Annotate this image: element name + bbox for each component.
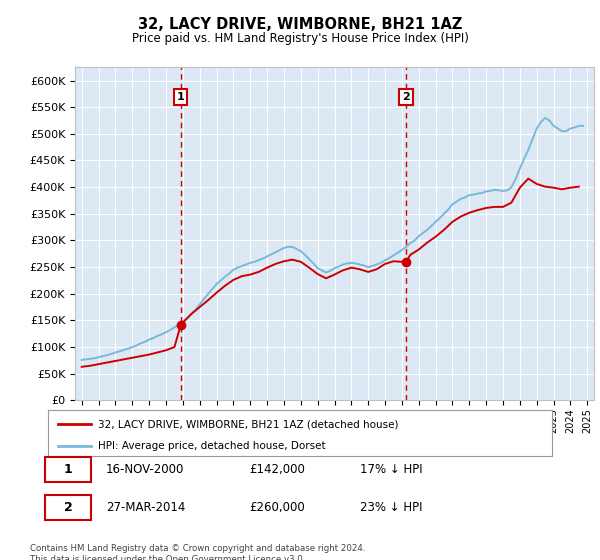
Text: Contains HM Land Registry data © Crown copyright and database right 2024.
This d: Contains HM Land Registry data © Crown c… [30, 544, 365, 560]
Text: Price paid vs. HM Land Registry's House Price Index (HPI): Price paid vs. HM Land Registry's House … [131, 32, 469, 45]
Text: 1: 1 [177, 92, 185, 102]
Text: 32, LACY DRIVE, WIMBORNE, BH21 1AZ (detached house): 32, LACY DRIVE, WIMBORNE, BH21 1AZ (deta… [98, 419, 399, 430]
FancyBboxPatch shape [46, 496, 91, 520]
Text: 2: 2 [64, 501, 73, 515]
Text: 2: 2 [402, 92, 410, 102]
Text: 16-NOV-2000: 16-NOV-2000 [106, 463, 184, 477]
Text: £142,000: £142,000 [250, 463, 305, 477]
Text: 32, LACY DRIVE, WIMBORNE, BH21 1AZ: 32, LACY DRIVE, WIMBORNE, BH21 1AZ [138, 17, 462, 32]
Text: 23% ↓ HPI: 23% ↓ HPI [361, 501, 423, 515]
Text: 17% ↓ HPI: 17% ↓ HPI [361, 463, 423, 477]
Text: 1: 1 [64, 463, 73, 477]
Text: HPI: Average price, detached house, Dorset: HPI: Average price, detached house, Dors… [98, 441, 326, 451]
FancyBboxPatch shape [46, 458, 91, 482]
Text: £260,000: £260,000 [250, 501, 305, 515]
Text: 27-MAR-2014: 27-MAR-2014 [106, 501, 185, 515]
